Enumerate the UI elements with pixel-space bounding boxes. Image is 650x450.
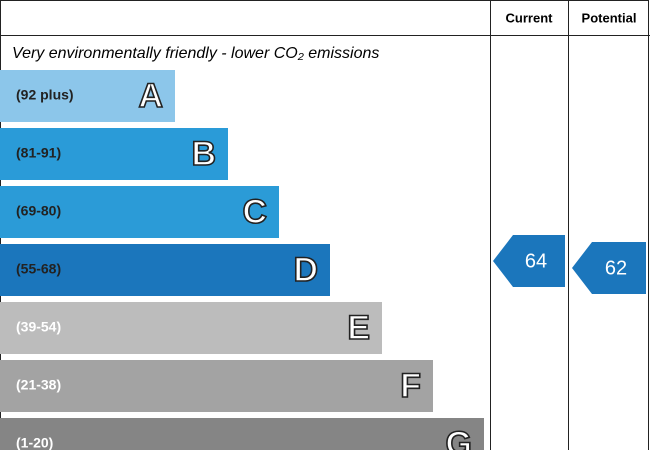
band-letter: C <box>242 193 267 231</box>
band-bar <box>0 128 228 180</box>
band-range: (39-54) <box>16 319 61 335</box>
band-bar <box>0 418 484 450</box>
potential-arrow <box>572 242 646 294</box>
band-letter: E <box>347 309 370 347</box>
potential-header: Potential <box>582 10 637 25</box>
band-bar <box>0 70 175 122</box>
band-letter: F <box>400 367 421 405</box>
band-bar <box>0 302 382 354</box>
band-range: (92 plus) <box>16 87 74 103</box>
band-bar <box>0 186 279 238</box>
band-letter: A <box>138 77 163 115</box>
current-header: Current <box>506 10 554 25</box>
band-letter: G <box>446 425 472 450</box>
band-letter: B <box>191 135 216 173</box>
band-range: (55-68) <box>16 261 61 277</box>
title: Very environmentally friendly - lower CO… <box>12 45 379 62</box>
band-range: (1-20) <box>16 435 53 450</box>
band-range: (81-91) <box>16 145 61 161</box>
band-bar <box>0 360 433 412</box>
band-bar <box>0 244 330 296</box>
potential-value: 62 <box>605 257 627 279</box>
band-range: (69-80) <box>16 203 61 219</box>
band-letter: D <box>293 251 318 289</box>
current-value: 64 <box>525 250 547 272</box>
band-range: (21-38) <box>16 377 61 393</box>
current-arrow <box>493 235 565 287</box>
